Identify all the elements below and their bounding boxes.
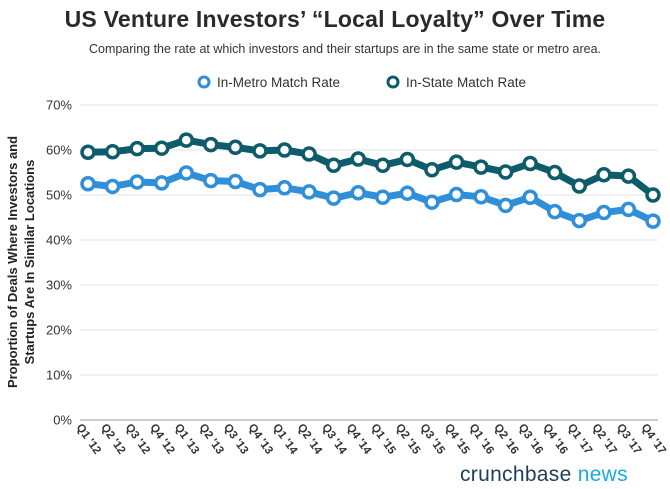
data-point[interactable]	[620, 201, 637, 218]
data-point[interactable]	[203, 172, 219, 189]
data-point[interactable]	[276, 180, 293, 196]
y-axis: 0% 10% 20% 30% 40% 50% 60% 70%	[46, 98, 72, 428]
x-tick-label: Q1 '16	[467, 422, 496, 457]
y-tick-label: 0%	[53, 413, 72, 428]
x-tick-label: Q4 '17	[639, 422, 668, 457]
data-point[interactable]	[522, 155, 538, 172]
x-tick-label: Q4 '16	[540, 422, 569, 457]
data-point[interactable]	[448, 186, 465, 203]
x-tick-label: Q3 '17	[614, 422, 643, 457]
legend: In-Metro Match Rate In-State Match Rate	[197, 75, 526, 90]
series-layer	[80, 132, 661, 229]
data-point[interactable]	[301, 184, 317, 200]
data-point[interactable]	[252, 143, 268, 159]
x-tick-label: Q2 '17	[589, 422, 618, 457]
x-tick-label: Q4 '13	[245, 422, 274, 457]
x-tick-label: Q2 '12	[98, 422, 127, 457]
y-tick-label: 50%	[46, 188, 72, 203]
x-tick-label: Q1 '17	[565, 422, 594, 457]
data-point[interactable]	[104, 178, 121, 195]
crunchbase-news-logo: crunchbase news	[460, 463, 628, 487]
data-point[interactable]	[178, 132, 195, 148]
data-point[interactable]	[546, 203, 563, 220]
data-point[interactable]	[252, 181, 268, 198]
data-point[interactable]	[448, 154, 465, 170]
x-tick-label: Q2 '16	[491, 422, 520, 457]
chart-title: US Venture Investors’ “Local Loyalty” Ov…	[64, 6, 606, 32]
data-point[interactable]	[301, 146, 317, 162]
data-point[interactable]	[546, 164, 563, 181]
data-point[interactable]	[473, 189, 489, 205]
data-point[interactable]	[227, 173, 244, 190]
legend-label: In-State Match Rate	[406, 75, 526, 90]
y-axis-label-line2: Startups Are In Similar Locations	[22, 160, 37, 365]
data-point[interactable]	[497, 197, 514, 214]
data-point[interactable]	[596, 204, 612, 221]
data-point[interactable]	[375, 189, 391, 205]
data-point[interactable]	[104, 144, 121, 160]
data-point[interactable]	[350, 151, 366, 167]
data-point[interactable]	[497, 164, 514, 180]
data-point[interactable]	[645, 213, 661, 229]
legend-marker	[386, 75, 400, 89]
data-point[interactable]	[596, 167, 612, 183]
y-tick-label: 40%	[46, 233, 72, 248]
data-point[interactable]	[227, 139, 244, 156]
data-point[interactable]	[350, 185, 366, 201]
x-tick-label: Q3 '12	[123, 422, 152, 457]
chart-subtitle: Comparing the rate at which investors an…	[88, 42, 602, 56]
brand-news: news	[577, 463, 628, 486]
series-line-in-state	[84, 136, 657, 199]
data-point[interactable]	[325, 190, 342, 206]
data-point[interactable]	[424, 162, 440, 178]
data-point[interactable]	[80, 176, 96, 192]
data-point[interactable]	[399, 185, 416, 201]
data-point[interactable]	[645, 187, 661, 203]
data-point[interactable]	[203, 136, 219, 153]
x-tick-label: Q4 '12	[147, 422, 176, 457]
y-tick-label: 30%	[46, 278, 72, 293]
data-point[interactable]	[129, 140, 145, 157]
legend-label: In-Metro Match Rate	[217, 75, 340, 90]
data-point[interactable]	[80, 144, 96, 160]
data-point[interactable]	[522, 189, 538, 205]
y-tick-label: 70%	[46, 98, 72, 113]
data-point[interactable]	[473, 159, 489, 175]
data-point[interactable]	[424, 194, 440, 210]
x-tick-label: Q2 '13	[196, 422, 225, 457]
y-tick-label: 10%	[46, 368, 72, 383]
data-point[interactable]	[620, 168, 637, 184]
legend-marker	[197, 75, 211, 89]
x-tick-label: Q1 '12	[74, 422, 103, 457]
data-point[interactable]	[153, 175, 170, 191]
data-point[interactable]	[325, 157, 342, 174]
y-axis-label-line1: Proportion of Deals Where Investors and	[5, 136, 20, 388]
data-point[interactable]	[571, 212, 588, 229]
data-point[interactable]	[129, 174, 145, 190]
x-tick-label: Q3 '16	[516, 422, 545, 457]
brand-crunchbase: crunchbase	[460, 463, 572, 486]
data-point[interactable]	[375, 157, 391, 174]
x-tick-label: Q1 '13	[172, 422, 201, 457]
data-point[interactable]	[276, 142, 293, 158]
y-tick-label: 60%	[46, 143, 72, 158]
data-point[interactable]	[399, 151, 416, 168]
data-point[interactable]	[178, 165, 195, 181]
data-point[interactable]	[153, 140, 170, 156]
x-tick-label: Q3 '13	[221, 422, 250, 457]
data-point[interactable]	[571, 178, 588, 194]
y-tick-label: 20%	[46, 323, 72, 338]
